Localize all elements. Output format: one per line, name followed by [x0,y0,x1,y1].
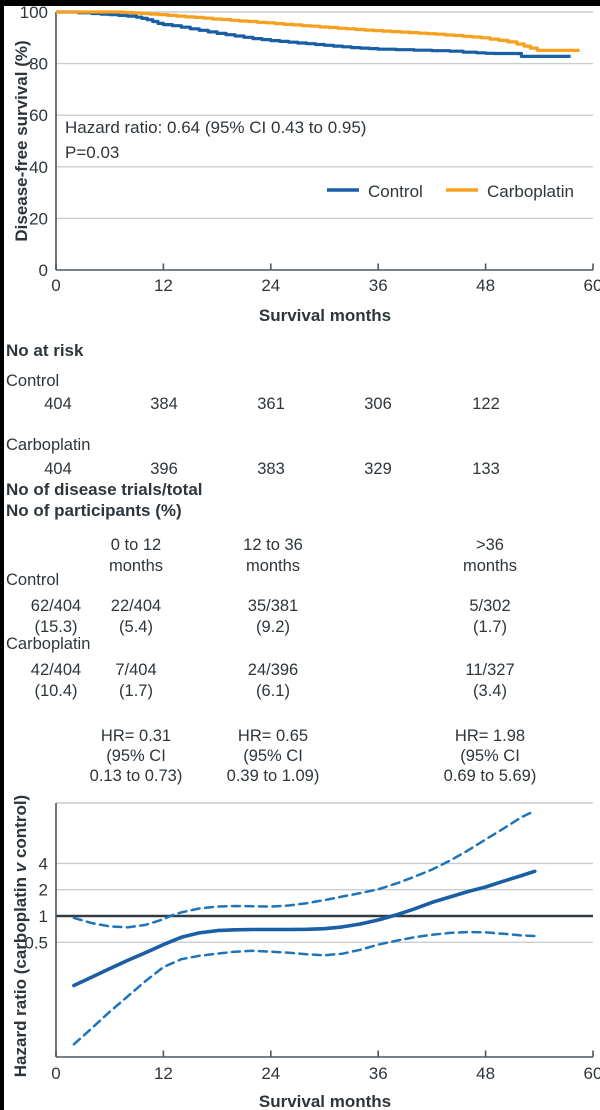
risk-value: 404 [44,395,72,413]
km-annotation-line2: P=0.03 [65,143,120,162]
hr-curve-lower-95-ci [72,930,537,1046]
events-cell: 22/404 [110,597,162,615]
risk-value: 329 [364,460,392,478]
hr-y-tick-label: 2 [39,881,48,900]
hr-y-axis-label: Hazard ratio (carboplatin v control) [11,795,31,1077]
risk-row-label-control: Control [6,372,60,390]
hr-summary: (95% CI [106,747,166,765]
hr-summary: (95% CI [460,747,520,765]
risk-value: 306 [364,395,392,413]
risk-value: 361 [257,395,285,413]
hr-y-label-part: Hazard ratio (carboplatin [11,872,30,1078]
events-cell: 11/327 [465,661,515,679]
col-header: 12 to 36 [243,536,303,554]
km-x-tick-label: 60 [584,276,600,295]
km-y-tick-label: 0 [39,261,48,280]
hr-y-tick-label: 1 [39,907,48,926]
hr-y-label-versus: v [11,862,30,873]
km-x-tick-label: 12 [154,276,173,295]
hr-x-tick-label: 36 [369,1064,388,1083]
risk-value: 383 [257,460,285,478]
hr-x-tick-label: 60 [584,1064,600,1083]
hr-curve-upper-95-ci [72,809,537,929]
events-table-heading-line1: No of disease trials/total [6,480,203,499]
risk-table-heading: No at risk [6,341,84,360]
events-cell: (1.7) [473,618,507,636]
km-x-tick-label: 24 [261,276,280,295]
figure-top-border [0,0,600,6]
hr-y-tick-label: 4 [39,854,48,873]
hr-x-axis-label: Survival months [258,1092,392,1110]
events-cell: 62/404 [30,597,82,615]
km-x-tick-label: 48 [476,276,495,295]
hr-summary: 0.13 to 0.73) [89,767,183,785]
hr-summary: HR= 0.65 [237,727,309,745]
hr-x-tick-label: 0 [51,1064,60,1083]
events-cell: (10.4) [34,682,78,700]
hr-summary: 0.39 to 1.09) [226,767,320,785]
events-cell: 42/404 [30,661,82,679]
events-cell: 24/396 [247,661,299,679]
km-x-tick-label: 0 [51,276,60,295]
hr-y-label-part: control) [11,794,30,863]
hr-summary: HR= 0.31 [100,727,172,745]
hr-summary: HR= 1.98 [454,727,526,745]
hr-summary: 0.69 to 5.69) [443,767,537,785]
risk-value: 133 [472,460,500,478]
km-curve-carboplatin [56,10,580,52]
events-cell: (1.7) [119,682,153,700]
hr-x-tick-label: 24 [261,1064,280,1083]
events-cell: 5/302 [469,597,511,615]
risk-value: 396 [150,460,178,478]
km-y-axis-label: Disease-free survival (%) [12,40,31,242]
hr-x-tick-label: 48 [476,1064,495,1083]
hr-summary: (95% CI [243,747,303,765]
km-y-tick-label: 20 [29,209,48,228]
km-y-tick-label: 80 [29,55,48,74]
risk-value: 122 [472,395,500,413]
events-row-label-control: Control [6,571,60,589]
hr-curve-hazard-ratio [72,869,537,988]
km-x-tick-label: 36 [369,276,388,295]
hr-y-tick-label: 0.5 [24,933,48,952]
km-y-tick-label: 60 [29,106,48,125]
figure-left-border [0,0,4,1110]
events-cell: 35/381 [247,597,299,615]
col-header: >36 [476,536,504,554]
km-y-tick-label: 40 [29,158,48,177]
events-cell: (5.4) [119,618,153,636]
events-cell: (3.4) [473,682,507,700]
risk-row-label-carboplatin: Carboplatin [6,436,91,454]
km-x-axis-label: Survival months [258,306,392,325]
km-y-tick-label: 100 [20,3,48,22]
km-annotation-line1: Hazard ratio: 0.64 (95% CI 0.43 to 0.95) [65,118,367,137]
col-header: 0 to 12 [110,536,162,554]
events-cell: (15.3) [34,618,78,636]
col-header: months [108,557,164,575]
events-cell: (9.2) [256,618,290,636]
legend-label-control: Control [368,182,423,201]
events-cell: (6.1) [256,682,290,700]
col-header: months [245,557,301,575]
risk-value: 404 [44,460,72,478]
legend-label-carboplatin: Carboplatin [487,182,574,201]
events-table-heading-line2: No of participants (%) [6,501,182,520]
col-header: months [462,557,518,575]
risk-value: 384 [150,395,178,413]
hr-x-tick-label: 12 [154,1064,173,1083]
events-row-label-carboplatin: Carboplatin [6,635,91,653]
events-cell: 7/404 [115,661,157,679]
km-curve-control [56,10,571,58]
